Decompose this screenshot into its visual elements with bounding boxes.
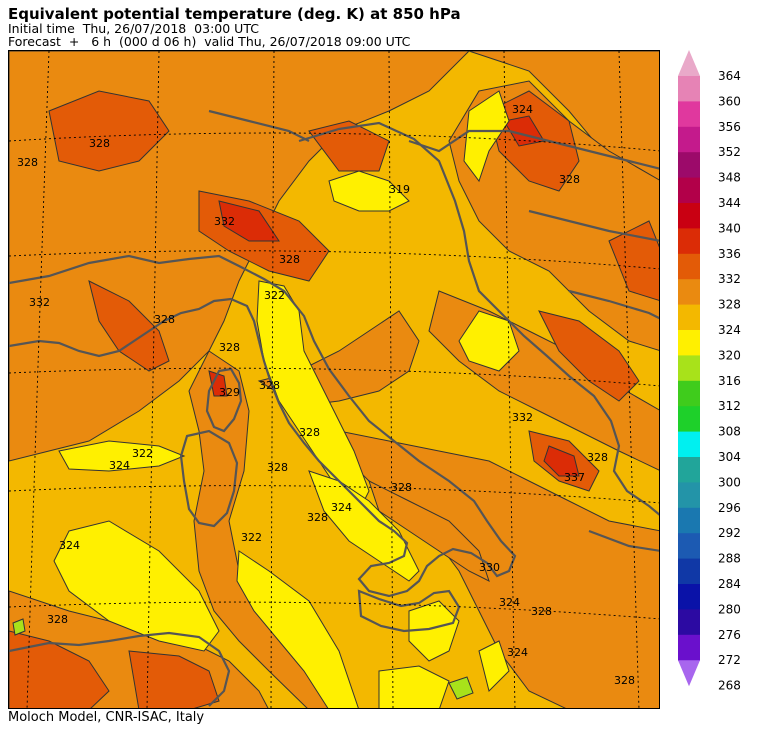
contour-labels: 328 328 332 324 328 319 328 332 328 322 … (17, 103, 635, 687)
contour-label: 328 (279, 253, 300, 266)
map-panel: 328 328 332 324 328 319 328 332 328 322 … (8, 50, 660, 709)
contour-label: 324 (499, 596, 520, 609)
colorbar-tick-label: 340 (718, 221, 741, 235)
contour-label: 328 (154, 313, 175, 326)
contour-label: 328 (531, 605, 552, 618)
colorbar-swatch (678, 76, 700, 102)
colorbar-swatch (678, 228, 700, 255)
contour-label: 328 (299, 426, 320, 439)
field-336 (208, 115, 580, 477)
colorbar-swatch (678, 330, 700, 356)
colorbar-labels: 364 360 356 352 348 344 340 336 332 328 324 320 316 3… (718, 69, 741, 693)
colorbar-swatch (678, 406, 700, 433)
colorbar-tick-label: 364 (718, 69, 741, 83)
model-credit: Moloch Model, CNR-ISAC, Italy (8, 710, 205, 725)
colorbar-swatch (678, 126, 700, 153)
colorbar-swatch (678, 304, 700, 331)
contour-label: 328 (47, 613, 68, 626)
field-316 (12, 618, 474, 700)
colorbar-tick-label: 332 (718, 272, 741, 286)
contour-label: 324 (59, 539, 80, 552)
colorbar-swatch (678, 152, 700, 179)
colorbar-swatch (678, 203, 700, 229)
contour-label: 324 (331, 501, 352, 514)
forecast-label: Forecast + 6 h (000 d 06 h) valid Thu, 2… (8, 34, 411, 49)
colorbar-swatch (678, 431, 700, 458)
contour-label: 324 (512, 103, 533, 116)
colorbar-swatch (678, 609, 700, 636)
contour-label: 332 (29, 296, 50, 309)
colorbar-tick-label: 360 (718, 94, 741, 108)
contour-label: 328 (267, 461, 288, 474)
colorbar-tick-label: 292 (718, 526, 741, 540)
colorbar-tick-label: 280 (718, 602, 741, 616)
theta-e-map: 328 328 332 324 328 319 328 332 328 322 … (9, 51, 659, 708)
colorbar-swatch (678, 482, 700, 509)
colorbar-tick-label: 344 (718, 196, 741, 210)
contour-label: 324 (109, 459, 130, 472)
colorbar-tick-label: 328 (718, 298, 741, 312)
contour-label: 322 (132, 447, 153, 460)
colorbar-tick-label: 336 (718, 247, 741, 261)
colorbar-swatch (678, 457, 700, 483)
colorbar-tick-label: 316 (718, 374, 741, 388)
contour-label: 328 (614, 674, 635, 687)
colorbar-swatch (678, 558, 700, 585)
contour-label: 322 (264, 289, 285, 302)
colorbar-tick-label: 288 (718, 552, 741, 566)
contour-label: 319 (389, 183, 410, 196)
contour-label: 330 (479, 561, 500, 574)
graticule (9, 51, 659, 708)
contour-label: 328 (391, 481, 412, 494)
colorbar-tick-label: 356 (718, 120, 741, 134)
contour-label: 332 (214, 215, 235, 228)
colorbar-swatch (678, 584, 700, 610)
contour-label: 332 (512, 411, 533, 424)
contour-label: 337 (564, 471, 585, 484)
initial-time-label: Initial time Thu, 26/07/2018 03:00 UTC (8, 21, 259, 36)
colorbar-tick-label: 312 (718, 399, 741, 413)
colorbar-tick-label: 284 (718, 577, 741, 591)
coastlines (9, 109, 659, 707)
contour-label: 328 (219, 341, 240, 354)
contour-label: 324 (507, 646, 528, 659)
contour-label: 328 (89, 137, 110, 150)
colorbar-tick-label: 308 (718, 425, 741, 439)
colorbar-swatch (678, 634, 700, 661)
colorbar-arrow-bottom (678, 660, 700, 687)
colorbar-tick-label: 272 (718, 653, 741, 667)
colorbar-tick-label: 304 (718, 450, 741, 464)
contour-label: 328 (259, 379, 280, 392)
colorbar: 364 360 356 352 348 344 340 336 332 328 324 320 316 3… (678, 50, 741, 693)
contour-label: 322 (241, 531, 262, 544)
colorbar-swatch (678, 533, 700, 560)
contour-label: 329 (219, 386, 240, 399)
colorbar-swatch (678, 177, 700, 204)
colorbar-tick-label: 324 (718, 323, 741, 337)
colorbar-swatch (678, 101, 700, 128)
colorbar-tick-label: 320 (718, 348, 741, 362)
contour-label: 328 (559, 173, 580, 186)
contour-label: 328 (587, 451, 608, 464)
colorbar-tick-label: 268 (718, 679, 741, 693)
colorbar-tick-label: 352 (718, 145, 741, 159)
colorbar-tick-label: 276 (718, 628, 741, 642)
colorbar-arrow-top (678, 50, 700, 76)
field-320 (53, 90, 520, 708)
colorbar-tick-label: 300 (718, 475, 741, 489)
colorbar-tick-label: 348 (718, 171, 741, 185)
colorbar-tick-label: 296 (718, 501, 741, 515)
contour-label: 328 (17, 156, 38, 169)
colorbar-swatch (678, 380, 700, 407)
colorbar-swatch (678, 279, 700, 306)
colorbar-swatch (678, 355, 700, 382)
colorbar-swatch (678, 253, 700, 280)
colorbar-swatch (678, 507, 700, 534)
chart-title: Equivalent potential temperature (deg. K… (8, 5, 461, 23)
contour-label: 328 (307, 511, 328, 524)
colorbar-swatches (678, 50, 700, 687)
